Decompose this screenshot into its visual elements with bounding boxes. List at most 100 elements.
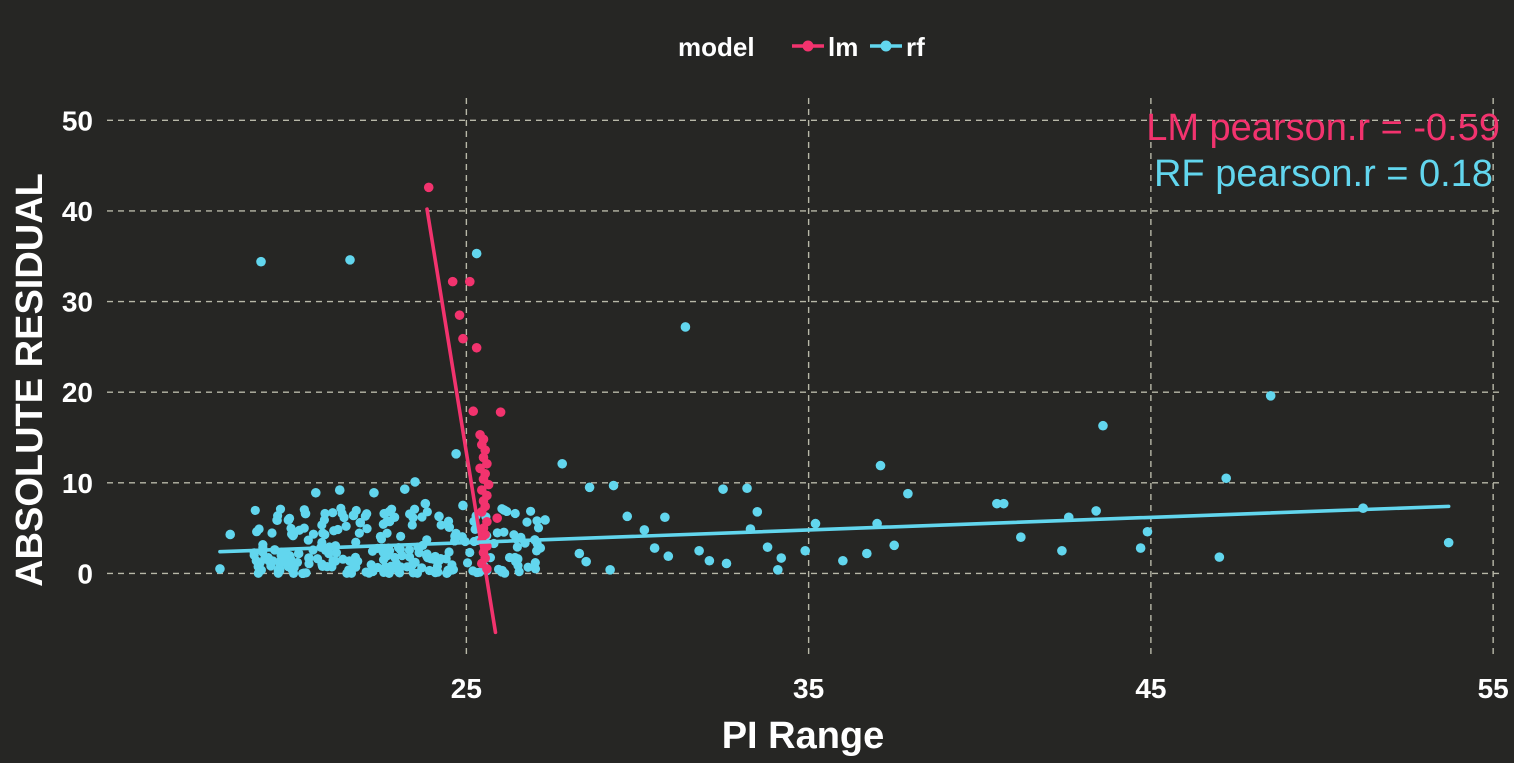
point-rf-cluster	[344, 565, 354, 575]
point-rf-18	[992, 498, 1002, 509]
point-rf-cluster	[450, 531, 460, 541]
point-rf-48	[605, 565, 615, 575]
point-rf-44	[663, 551, 674, 562]
y-tick-label-0: 0	[77, 558, 93, 589]
point-lm-2	[464, 276, 475, 287]
point-rf-56	[310, 487, 321, 498]
point-lm-5	[471, 342, 482, 353]
point-rf-cluster	[499, 527, 509, 537]
point-rf-42	[694, 545, 704, 556]
point-rf-cluster	[378, 555, 389, 565]
y-tick-label-50: 50	[62, 105, 93, 136]
point-rf-19	[998, 498, 1009, 509]
point-rf-58	[283, 515, 294, 525]
point-rf-41	[704, 555, 715, 566]
point-rf-10	[557, 458, 568, 469]
point-rf-50	[574, 548, 585, 559]
point-rf-cluster	[360, 511, 370, 521]
point-rf-cluster	[273, 565, 283, 576]
point-rf-cluster	[317, 520, 327, 530]
point-rf-25	[1142, 526, 1153, 537]
y-tick-label-40: 40	[62, 196, 93, 227]
point-lm-7	[495, 407, 506, 417]
point-rf-cluster	[292, 557, 303, 568]
point-rf-cluster	[303, 535, 313, 545]
legend-label-lm: lm	[828, 32, 858, 62]
point-rf-cluster	[497, 567, 507, 577]
point-rf-73	[434, 511, 444, 522]
point-rf-cluster	[308, 529, 319, 539]
point-lm-23	[492, 513, 502, 523]
point-rf-36	[776, 553, 787, 563]
point-rf-cluster	[525, 506, 536, 516]
point-rf-3	[345, 255, 355, 265]
point-rf-cluster	[341, 521, 351, 531]
point-rf-cluster	[386, 561, 396, 571]
point-rf-cluster	[254, 524, 264, 534]
point-rf-1	[225, 529, 236, 540]
x-tick-label-25: 25	[451, 673, 482, 704]
point-rf-cluster	[396, 531, 406, 541]
point-rf-cluster	[405, 509, 415, 519]
point-rf-68	[369, 487, 379, 498]
point-rf-30	[862, 548, 872, 559]
point-rf-21	[1091, 506, 1101, 516]
grid-lines	[107, 98, 1500, 655]
point-rf-28	[1016, 532, 1026, 542]
y-tick-label-20: 20	[62, 377, 93, 408]
point-rf-cluster	[523, 562, 533, 572]
legend: model lm rf	[678, 32, 925, 62]
point-rf-cluster	[375, 531, 385, 542]
point-rf-4	[471, 248, 482, 259]
point-rf-23	[1443, 537, 1454, 548]
point-rf-cluster	[404, 545, 414, 555]
point-rf-9	[1221, 473, 1231, 484]
point-rf-cluster	[272, 515, 282, 525]
legend-entry-rf: rf	[870, 32, 925, 62]
point-rf-cluster	[329, 526, 339, 536]
point-rf-54	[499, 505, 509, 515]
x-tick-label-55: 55	[1478, 673, 1509, 704]
point-rf-cluster	[429, 566, 439, 576]
point-rf-55	[334, 485, 345, 495]
point-rf-27	[1214, 552, 1225, 562]
point-rf-cluster	[354, 528, 364, 538]
point-rf-47	[649, 543, 660, 553]
point-rf-51	[540, 515, 550, 525]
point-rf-72	[420, 498, 431, 509]
point-rf-cluster	[405, 552, 415, 562]
point-rf-cluster	[367, 546, 378, 556]
point-rf-cluster	[351, 537, 361, 547]
point-rf-24	[1057, 545, 1067, 556]
point-rf-cluster	[267, 528, 277, 538]
point-rf-cluster	[395, 545, 405, 555]
point-rf-cluster	[442, 568, 452, 579]
point-rf-cluster	[298, 568, 308, 579]
point-rf-62	[293, 548, 304, 559]
point-rf-49	[581, 556, 591, 567]
point-rf-7	[1098, 420, 1108, 431]
point-rf-63	[304, 553, 314, 563]
point-rf-26	[1135, 543, 1146, 553]
point-rf-cluster	[444, 547, 454, 557]
point-rf-cluster	[457, 532, 467, 542]
point-rf-cluster	[249, 550, 259, 560]
point-lm-22	[476, 507, 487, 517]
point-rf-cluster	[512, 542, 522, 552]
point-rf-15	[608, 480, 619, 491]
legend-point-lm	[802, 40, 814, 52]
point-rf-cluster	[299, 523, 309, 533]
point-rf-5	[680, 322, 691, 332]
point-rf-cluster	[533, 523, 544, 533]
y-axis-title: ABSOLUTE RESIDUAL	[9, 173, 51, 587]
point-rf-cluster	[338, 554, 348, 564]
point-lm-1	[447, 276, 458, 287]
legend-label-rf: rf	[906, 32, 925, 62]
point-rf-cluster	[522, 517, 532, 527]
series-lm-points	[423, 182, 506, 574]
point-rf-cluster	[331, 548, 342, 558]
point-rf-cluster	[387, 504, 397, 514]
point-rf-cluster	[474, 567, 485, 577]
point-rf-cluster	[275, 504, 286, 514]
